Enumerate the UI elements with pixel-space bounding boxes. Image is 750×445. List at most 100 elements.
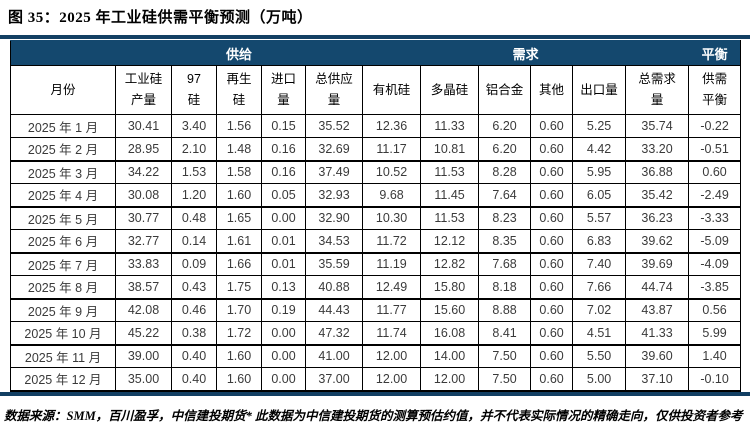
value-cell: 5.95: [572, 160, 627, 184]
value-cell: -0.22: [688, 114, 742, 138]
value-cell: 39.62: [625, 229, 690, 254]
group-header-cell: [10, 40, 116, 66]
value-cell: 33.83: [115, 252, 172, 276]
value-cell: 42.08: [115, 298, 172, 322]
value-cell: 11.33: [420, 114, 480, 138]
value-cell: 43.87: [625, 298, 690, 322]
value-cell: 0.60: [530, 160, 574, 184]
value-cell: 14.00: [420, 344, 480, 368]
value-cell: 0.60: [688, 160, 742, 184]
month-cell: 2025 年 8 月: [10, 275, 116, 300]
value-cell: 1.61: [216, 229, 262, 254]
top-rule-divider: [0, 35, 750, 39]
value-cell: 12.00: [362, 344, 422, 368]
figure-title: 图 35：2025 年工业硅供需平衡预测（万吨）: [8, 10, 313, 26]
value-cell: -0.51: [688, 137, 742, 162]
table-row: 2025 年 9 月 42.08 0.46 1.70 0.19 44.43 11.77 15.…: [10, 298, 742, 322]
table-row: 2025 年 12 月 35.00 0.40 1.60 0.00 37.00 12.00 12…: [10, 367, 742, 392]
value-cell: 15.60: [420, 298, 480, 322]
value-cell: -3.33: [688, 206, 742, 230]
value-cell: 1.20: [171, 183, 217, 208]
column-header-cell: 出口量: [572, 65, 627, 115]
column-header-cell: 月份: [10, 65, 116, 115]
value-cell: 1.75: [216, 275, 262, 300]
value-cell: 11.53: [420, 160, 480, 184]
value-cell: -0.10: [688, 367, 742, 392]
value-cell: 8.28: [478, 160, 532, 184]
value-cell: 12.49: [362, 275, 422, 300]
value-cell: 39.60: [625, 344, 690, 368]
value-cell: 35.52: [304, 114, 364, 138]
value-cell: 32.69: [304, 137, 364, 162]
value-cell: 0.00: [261, 367, 306, 392]
value-cell: 36.23: [625, 206, 690, 230]
column-header-cell: 多晶硅: [420, 65, 480, 115]
value-cell: 3.40: [171, 114, 217, 138]
value-cell: 0.60: [530, 206, 574, 230]
value-cell: 0.16: [261, 137, 306, 162]
value-cell: 37.10: [625, 367, 690, 392]
table-row: 2025 年 8 月 38.57 0.43 1.75 0.13 40.88 12.49 15.…: [10, 275, 742, 300]
value-cell: 1.70: [216, 298, 262, 322]
value-cell: 10.81: [420, 137, 480, 162]
value-cell: 9.68: [362, 183, 422, 208]
value-cell: 1.58: [216, 160, 262, 184]
month-cell: 2025 年 10 月: [10, 321, 116, 346]
value-cell: 11.72: [362, 229, 422, 254]
value-cell: 0.48: [171, 206, 217, 230]
value-cell: 33.20: [625, 137, 690, 162]
value-cell: 11.19: [362, 252, 422, 276]
value-cell: 12.82: [420, 252, 480, 276]
value-cell: 4.42: [572, 137, 627, 162]
value-cell: 6.05: [572, 183, 627, 208]
month-cell: 2025 年 6 月: [10, 229, 116, 254]
table-row: 2025 年 11 月 39.00 0.40 1.60 0.00 41.00 12.00 14…: [10, 344, 742, 368]
value-cell: 0.05: [261, 183, 306, 208]
value-cell: 7.68: [478, 252, 532, 276]
value-cell: 0.00: [261, 321, 306, 346]
value-cell: 0.40: [171, 367, 217, 392]
month-cell: 2025 年 5 月: [10, 206, 116, 230]
supply-demand-table: 供给 需求 平衡 月份 工业硅 产量 97 硅再生 硅进口 量总供应 量有机硅 多晶硅 铝合…: [10, 40, 742, 392]
value-cell: 37.00: [304, 367, 364, 392]
value-cell: 1.40: [688, 344, 742, 368]
value-cell: 36.88: [625, 160, 690, 184]
value-cell: 5.25: [572, 114, 627, 138]
value-cell: 0.40: [171, 344, 217, 368]
value-cell: 11.77: [362, 298, 422, 322]
month-cell: 2025 年 9 月: [10, 298, 116, 322]
value-cell: 47.32: [304, 321, 364, 346]
value-cell: 0.60: [530, 229, 574, 254]
month-cell: 2025 年 11 月: [10, 344, 116, 368]
value-cell: 0.09: [171, 252, 217, 276]
value-cell: 12.12: [420, 229, 480, 254]
value-cell: 0.56: [688, 298, 742, 322]
value-cell: 1.66: [216, 252, 262, 276]
column-header-cell: 供需 平衡: [688, 65, 742, 115]
value-cell: 4.51: [572, 321, 627, 346]
value-cell: 37.49: [304, 160, 364, 184]
value-cell: 34.53: [304, 229, 364, 254]
value-cell: 1.48: [216, 137, 262, 162]
table-row: 2025 年 3 月 34.22 1.53 1.58 0.16 37.49 10.52 11.…: [10, 160, 742, 184]
value-cell: 10.30: [362, 206, 422, 230]
column-header-cell: 97 硅: [171, 65, 217, 115]
value-cell: 1.60: [216, 344, 262, 368]
value-cell: 30.77: [115, 206, 172, 230]
column-header-row: 月份 工业硅 产量 97 硅再生 硅进口 量总供应 量有机硅 多晶硅 铝合金 其他 出口量总…: [10, 65, 742, 115]
value-cell: 0.19: [261, 298, 306, 322]
value-cell: 11.53: [420, 206, 480, 230]
value-cell: 0.13: [261, 275, 306, 300]
value-cell: 0.46: [171, 298, 217, 322]
value-cell: 38.57: [115, 275, 172, 300]
group-header-cell: 供给: [114, 40, 364, 66]
value-cell: 15.80: [420, 275, 480, 300]
value-cell: 1.65: [216, 206, 262, 230]
column-header-cell: 其他: [530, 65, 574, 115]
value-cell: 0.60: [530, 321, 574, 346]
value-cell: 39.69: [625, 252, 690, 276]
value-cell: 45.22: [115, 321, 172, 346]
value-cell: 2.10: [171, 137, 217, 162]
value-cell: 8.35: [478, 229, 532, 254]
value-cell: 0.00: [261, 206, 306, 230]
